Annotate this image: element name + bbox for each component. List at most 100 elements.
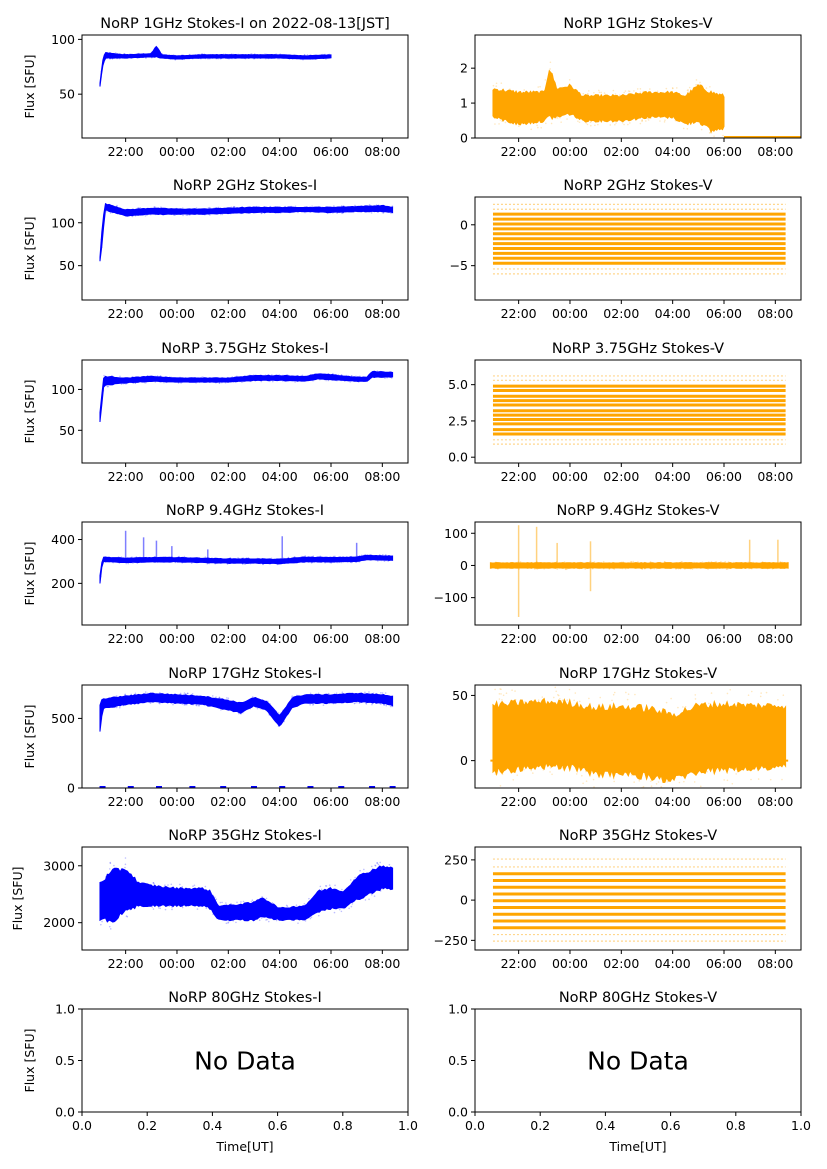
data-point bbox=[261, 896, 263, 898]
x-tick-label: 04:00 bbox=[655, 956, 691, 971]
data-point bbox=[208, 381, 211, 383]
data-point bbox=[218, 382, 221, 384]
data-point bbox=[170, 58, 172, 60]
data-point bbox=[136, 562, 139, 564]
data-point bbox=[636, 88, 639, 90]
data-point bbox=[641, 567, 643, 570]
data-point bbox=[347, 561, 349, 564]
data-point bbox=[114, 706, 117, 708]
panel-3.75ghz-v: NoRP 3.75GHz Stokes-V 22:00 00:00 02:00 04:0… bbox=[448, 341, 802, 484]
y-axis-label: Flux [SFU] bbox=[22, 1029, 37, 1093]
plot-area bbox=[492, 858, 786, 942]
data-point bbox=[743, 561, 745, 564]
data-point bbox=[613, 777, 615, 780]
data-point bbox=[764, 561, 767, 564]
data-point bbox=[368, 898, 370, 901]
data-point bbox=[735, 768, 737, 771]
data-point bbox=[196, 54, 199, 56]
data-point bbox=[190, 562, 193, 565]
data-point bbox=[207, 57, 209, 60]
data-point bbox=[710, 692, 713, 694]
data-point bbox=[237, 53, 240, 56]
data-point bbox=[511, 689, 513, 691]
data-point bbox=[533, 90, 535, 93]
data-point bbox=[215, 381, 217, 384]
data-point bbox=[289, 206, 291, 209]
data-point bbox=[677, 706, 679, 709]
data-point bbox=[681, 561, 683, 564]
data-point bbox=[179, 883, 181, 886]
data-point bbox=[272, 380, 274, 383]
data-point bbox=[332, 555, 335, 558]
data-point bbox=[732, 561, 735, 564]
data-point bbox=[221, 376, 223, 379]
data-point bbox=[169, 561, 171, 563]
data-point bbox=[291, 696, 293, 699]
data-point bbox=[682, 706, 684, 708]
data-point bbox=[159, 375, 162, 377]
data-point bbox=[283, 720, 285, 723]
data-point bbox=[532, 700, 535, 703]
y-tick-label: 100 bbox=[51, 32, 75, 47]
data-point bbox=[327, 379, 329, 382]
axes-frame bbox=[474, 34, 802, 139]
data-point bbox=[169, 213, 171, 216]
data-point bbox=[602, 567, 605, 570]
data-point bbox=[208, 562, 211, 565]
x-tick-label: 06:00 bbox=[313, 631, 349, 646]
data-point bbox=[693, 781, 696, 783]
x-tick-label: 04:00 bbox=[655, 144, 691, 159]
data-point bbox=[314, 58, 317, 60]
data-point bbox=[624, 90, 627, 92]
data-point bbox=[304, 54, 306, 57]
data-point bbox=[262, 563, 264, 566]
data-point bbox=[146, 374, 149, 377]
x-tick-label: 1.0 bbox=[398, 1118, 418, 1133]
data-point bbox=[199, 57, 201, 60]
data-point bbox=[217, 206, 220, 209]
data-point bbox=[237, 557, 239, 559]
data-point bbox=[153, 883, 156, 885]
data-point bbox=[195, 54, 197, 56]
x-tick-label: 04:00 bbox=[262, 144, 298, 159]
data-point bbox=[280, 712, 282, 715]
data-point bbox=[674, 119, 677, 122]
data-point bbox=[265, 919, 267, 921]
panel-title: NoRP 17GHz Stokes-I bbox=[168, 666, 322, 682]
data-point bbox=[172, 887, 175, 889]
data-point bbox=[142, 52, 144, 55]
data-point bbox=[296, 694, 298, 697]
data-point bbox=[686, 89, 689, 92]
data-point bbox=[244, 557, 246, 560]
data-point bbox=[266, 918, 268, 921]
data-point bbox=[284, 205, 286, 208]
data-point bbox=[303, 211, 305, 214]
data-point bbox=[271, 706, 274, 709]
y-tick-label: 0.0 bbox=[448, 1105, 468, 1120]
data-point bbox=[184, 704, 186, 706]
data-point bbox=[109, 861, 112, 864]
data-point bbox=[675, 567, 678, 570]
data-point bbox=[164, 556, 167, 559]
data-point bbox=[249, 380, 252, 383]
data-point bbox=[154, 213, 157, 216]
data-point bbox=[542, 769, 545, 771]
data-point bbox=[214, 896, 216, 898]
panel-1ghz-i: NoRP 1GHz Stokes-I on 2022-08-13[JST] 22:… bbox=[22, 16, 409, 159]
data-point bbox=[270, 557, 273, 560]
data-point bbox=[111, 211, 114, 214]
x-tick-label: 08:00 bbox=[757, 956, 793, 971]
data-point bbox=[181, 703, 184, 705]
data-point bbox=[339, 556, 342, 558]
data-point bbox=[233, 206, 236, 208]
data-point bbox=[309, 703, 311, 706]
data-point bbox=[126, 915, 129, 918]
data-point bbox=[578, 121, 581, 124]
data-point bbox=[126, 382, 128, 384]
data-point bbox=[502, 561, 504, 564]
data-point bbox=[182, 214, 184, 217]
data-point bbox=[638, 780, 641, 782]
data-point bbox=[313, 561, 315, 564]
data-point bbox=[245, 557, 248, 559]
data-point bbox=[689, 567, 692, 570]
